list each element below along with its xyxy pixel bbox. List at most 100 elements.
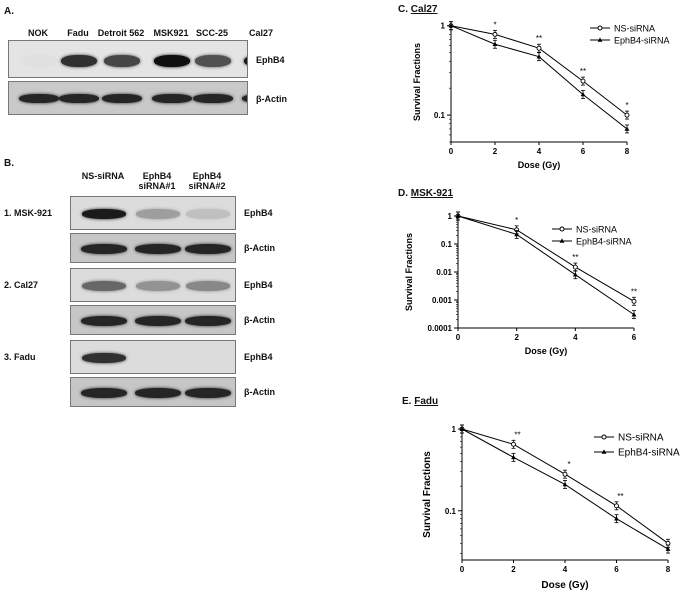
actin-band [185,244,231,254]
data-point-filled [665,546,671,551]
legend-marker-filled [601,449,607,454]
panel-e-cell-line: Fadu [414,396,439,407]
data-point-filled [536,54,542,59]
panel-b-actin-label: β-Actin [244,315,275,325]
y-tick-label: 1 [448,212,453,221]
panel-b-ephb4-blot [70,268,236,302]
actin-band [193,93,233,103]
x-tick-label: 6 [632,333,637,342]
data-point-open [614,503,619,509]
panel-b-group-label: 1. MSK-921 [4,208,53,218]
ephb4-band [136,209,180,219]
ephb4-band [61,55,97,67]
panel-b-actin-label: β-Actin [244,387,275,397]
legend-marker-filled [597,37,603,42]
significance-marker: ** [536,34,542,43]
y-tick-label: 0.01 [436,268,452,277]
data-point-open [511,441,516,447]
significance-marker: ** [631,287,637,296]
ephb4-band [82,353,126,363]
panel-b-lane-label: EphB4 siRNA#1 [138,171,176,191]
y-tick-label: 0.0001 [428,324,453,333]
ephb4-band [82,281,126,291]
legend-label: EphB4-siRNA [614,36,670,46]
y-tick-label: 1 [452,425,457,434]
x-tick-label: 0 [456,333,461,342]
legend-marker-open [559,226,565,232]
ephb4-band [104,55,140,67]
panel-a-actin-label: β-Actin [256,94,287,104]
actin-band [81,316,127,326]
panel-b-group-label: 3. Fadu [4,352,36,362]
ephb4-band [195,55,231,67]
x-tick-label: 6 [581,147,586,156]
panel-b-ephb4-label: EphB4 [244,280,273,290]
significance-marker: ** [617,492,623,501]
significance-marker: * [567,460,570,469]
data-point-open [624,112,630,118]
x-tick-label: 4 [573,333,578,342]
y-axis-label: Survival Fractions [404,233,414,311]
actin-band [102,93,142,103]
y-tick-label: 0.1 [434,111,446,120]
x-axis-label: Dose (Gy) [541,580,588,591]
data-point-open [562,471,568,477]
panel-b-actin-blot [70,305,236,335]
series-line-filled [457,215,635,316]
ephb4-band [21,55,57,67]
data-point-open [631,298,637,304]
actin-band [135,388,181,398]
data-point-filled [455,213,461,218]
panel-a-ephb4-blot [8,40,248,78]
actin-band [19,93,59,103]
data-point-open [492,31,498,37]
panel-c-letter: C. Cal27 [398,4,438,15]
data-point-open [536,45,542,51]
ephb4-band [244,55,247,67]
panel-b-ephb4-blot [70,196,236,230]
x-tick-label: 2 [511,565,516,574]
x-tick-label: 8 [625,147,630,156]
x-tick-label: 2 [493,147,498,156]
panel-e-letter: E. Fadu [402,396,439,407]
panel-b-ephb4-label: EphB4 [244,208,273,218]
actin-band [185,388,231,398]
data-point-filled [572,272,578,277]
data-point-filled [624,126,630,131]
y-tick-label: 0.001 [432,296,453,305]
y-tick-label: 0.1 [441,240,453,249]
y-tick-label: 1 [441,22,446,31]
legend-label: NS-siRNA [614,24,655,34]
actin-band [81,244,127,254]
series-line-open [457,215,635,302]
data-point-filled [514,231,520,237]
data-point-filled [580,91,586,97]
actin-band [59,93,99,103]
significance-marker: ** [572,253,578,262]
x-tick-label: 0 [449,147,454,156]
panel-b-group-label: 2. Cal27 [4,280,39,290]
survival-chart-msk921: 0 2 4 6 1 0.1 0.01 0.001 0.0001 Dose (Gy) Survival… [404,211,637,356]
legend-marker-open [597,25,603,31]
significance-marker: * [625,101,628,110]
x-tick-label: 4 [537,147,542,156]
ephb4-band [186,281,230,291]
panel-a-lane-label: Cal27 [248,28,274,38]
panel-b-ephb4-label: EphB4 [244,352,273,362]
legend-label: NS-siRNA [618,433,664,444]
panel-b-letter: B. [4,158,14,169]
actin-band [242,93,247,103]
x-axis-label: Dose (Gy) [518,160,561,170]
y-axis-label: Survival Fractions [422,451,433,538]
significance-marker: * [515,216,518,225]
panel-b-lane-label: NS-siRNA [81,171,125,181]
panel-b-ephb4-blot [70,340,236,374]
panel-c-cell-line: Cal27 [410,4,438,15]
panel-d-cell-line: MSK-921 [410,188,454,199]
panel-a-lane-label: SCC-25 [195,28,228,38]
actin-band [135,316,181,326]
ephb4-band [136,281,180,291]
panel-d-letter: D. MSK-921 [398,188,454,199]
